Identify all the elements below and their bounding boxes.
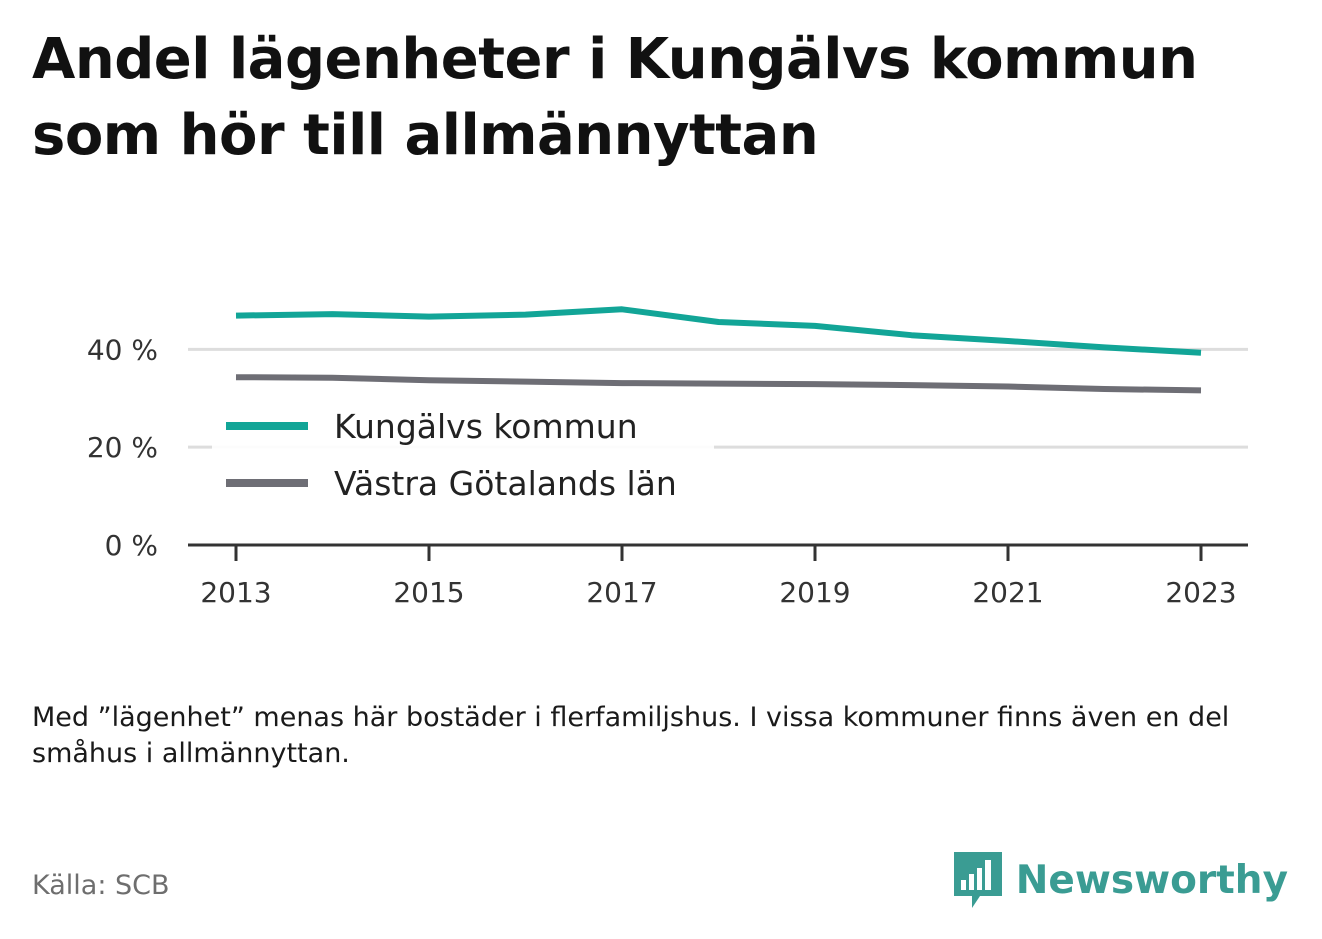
series-line — [235, 374, 1202, 394]
brand-name: Newsworthy — [1015, 857, 1288, 903]
x-tick-label: 2013 — [200, 576, 271, 609]
y-tick-label: 20 % — [87, 431, 158, 464]
legend-background — [212, 400, 714, 510]
x-tick-label: 2019 — [779, 576, 850, 609]
bar-chart-speech-bubble-icon — [953, 852, 1002, 908]
y-tick-label: 40 % — [87, 333, 158, 366]
x-tick-label: 2021 — [972, 576, 1043, 609]
source-label: Källa: SCB — [32, 870, 170, 901]
x-tick-label: 2015 — [393, 576, 464, 609]
chart-note: Med ”lägenhet” menas här bostäder i fler… — [32, 702, 1230, 769]
y-tick-label: 0 % — [105, 529, 158, 562]
chart-title: Andel lägenheter i Kungälvs kommun som h… — [32, 27, 1198, 168]
line-chart: 0 % 20 % 40 % 2013 2015 2017 2019 2021 2023 Kungä… — [87, 306, 1248, 609]
x-tick-label: 2023 — [1165, 576, 1236, 609]
legend-label: Västra Götalands län — [334, 464, 677, 503]
brand-logo: Newsworthy — [952, 850, 1288, 910]
x-tick-label: 2017 — [586, 576, 657, 609]
series-line — [235, 306, 1202, 356]
legend-label: Kungälvs kommun — [334, 407, 638, 446]
